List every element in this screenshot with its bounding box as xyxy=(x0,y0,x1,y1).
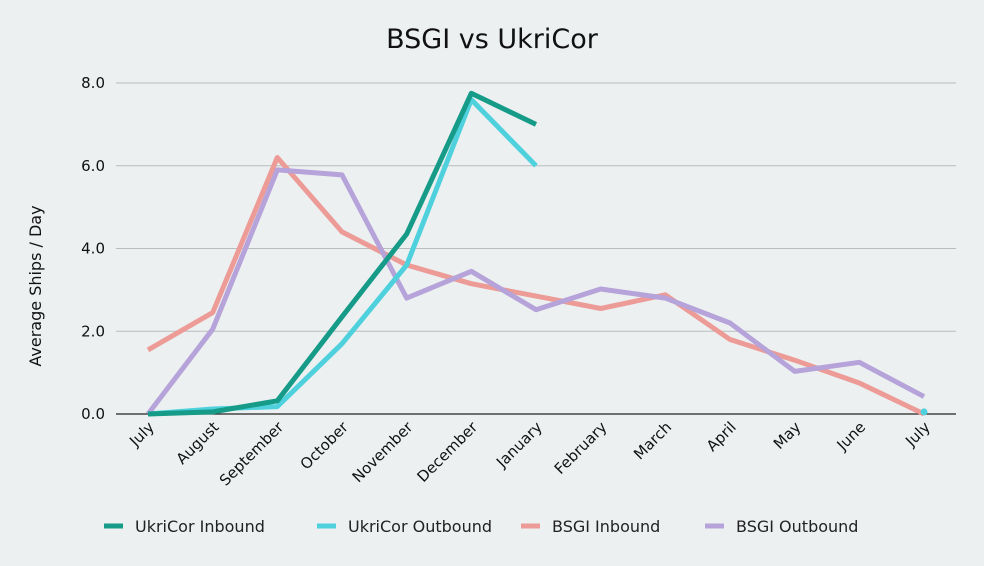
legend-item: BSGI Inbound xyxy=(521,517,660,536)
series-line xyxy=(147,90,538,417)
x-tick-label: August xyxy=(173,418,223,468)
legend-label: UkriCor Inbound xyxy=(135,517,265,536)
x-tick-label: April xyxy=(703,418,740,455)
series-point xyxy=(920,408,928,416)
x-tick-label: July xyxy=(125,418,158,451)
x-tick-label: March xyxy=(630,418,675,463)
legend: UkriCor Inbound UkriCor Outbound BSGI Inbo… xyxy=(104,517,858,536)
y-tick-label: 2.0 xyxy=(81,322,105,340)
legend-label: UkriCor Outbound xyxy=(348,517,492,536)
series-line xyxy=(147,97,538,417)
legend-label: BSGI Inbound xyxy=(552,517,660,536)
x-tick-label: October xyxy=(297,418,353,474)
x-tick-label: February xyxy=(551,418,611,478)
x-tick-label: December xyxy=(413,418,481,486)
y-tick-label: 6.0 xyxy=(81,157,105,175)
x-tick-label: July xyxy=(901,418,934,451)
chart-title: BSGI vs UkriCor xyxy=(386,24,599,55)
x-tick-label: May xyxy=(770,418,805,453)
series-lines xyxy=(146,90,928,417)
x-tick-label: January xyxy=(492,418,546,472)
x-tick-label: September xyxy=(216,418,288,490)
legend-item: UkriCor Inbound xyxy=(104,517,265,536)
series-line xyxy=(146,155,926,417)
legend-label: BSGI Outbound xyxy=(736,517,858,536)
legend-item: UkriCor Outbound xyxy=(317,517,492,536)
y-axis-ticks: 0.0 2.0 4.0 6.0 8.0 xyxy=(81,74,105,423)
series-line xyxy=(146,167,926,416)
y-tick-label: 0.0 xyxy=(81,405,105,423)
x-tick-label: November xyxy=(349,418,417,486)
x-tick-label: June xyxy=(833,418,870,455)
y-tick-label: 8.0 xyxy=(81,74,105,92)
legend-item: BSGI Outbound xyxy=(705,517,858,536)
y-axis-label: Average Ships / Day xyxy=(26,205,45,366)
y-tick-label: 4.0 xyxy=(81,240,105,258)
